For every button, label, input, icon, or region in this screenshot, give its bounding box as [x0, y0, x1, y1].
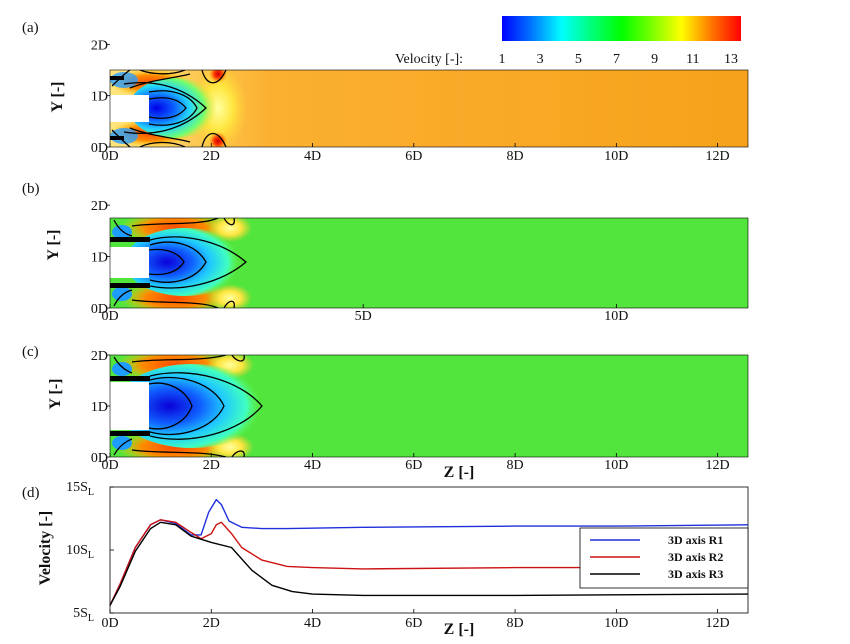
plot-frame-a [109, 69, 749, 148]
x-tick-label: 6D [405, 458, 422, 473]
x-tick-label: 10D [604, 458, 628, 473]
x-tick-label: 12D [706, 458, 730, 473]
x-axis-label-d: Z [-] [444, 621, 475, 638]
y-axis-label-a: Y [-] [49, 82, 66, 113]
y-tick-label: 2D [91, 349, 108, 364]
x-tick-label: 10D [604, 149, 628, 164]
plot-frame-b [109, 217, 749, 309]
colorbar [502, 16, 741, 41]
x-tick-label: 2D [203, 458, 220, 473]
x-tick-label: 10D [604, 616, 628, 631]
x-tick-label: 10D [604, 309, 628, 324]
y-axis-label-b: Y [-] [45, 230, 62, 261]
legend-label-r2: 3D axis R2 [668, 550, 723, 564]
x-tick-label: 0D [101, 149, 118, 164]
x-tick-label: 12D [706, 149, 730, 164]
legend-label-r3: 3D axis R3 [668, 567, 723, 581]
series-line-r3 [109, 521, 749, 606]
y-tick-main: 5S [73, 606, 88, 621]
y-tick-label: 2D [91, 38, 108, 53]
legend-label-r1: 3D axis R1 [668, 533, 723, 547]
x-tick-label: 0D [101, 309, 118, 324]
y-tick-label: 0D [91, 141, 108, 156]
panel-label-a: (a) [22, 20, 39, 36]
colorbar-title: Velocity [-]: [395, 52, 463, 67]
y-tick-label: 10SL [66, 543, 94, 561]
y-tick-label: 15SL [66, 480, 94, 498]
colorbar-tick: 3 [537, 52, 544, 67]
y-tick-subscript: L [88, 550, 94, 561]
y-tick-label: 0D [91, 451, 108, 466]
heatmap-a [110, 70, 748, 147]
y-axis-label-c: Y [-] [47, 379, 64, 410]
panel-label-c: (c) [22, 344, 39, 360]
x-tick-label: 0D [101, 458, 118, 473]
x-tick-label: 2D [203, 616, 220, 631]
x-tick-label: 6D [405, 149, 422, 164]
y-tick-label: 5SL [73, 606, 94, 624]
y-tick-label: 1D [91, 251, 108, 266]
x-tick-label: 6D [405, 616, 422, 631]
x-tick-label: 4D [304, 149, 321, 164]
y-tick-subscript: L [88, 613, 94, 624]
panel-label-b: (b) [22, 181, 40, 197]
y-tick-main: 10S [66, 543, 88, 558]
series-line-r2 [109, 519, 748, 606]
y-tick-label: 2D [91, 199, 108, 214]
heatmap-b [110, 218, 748, 308]
x-axis-label-c: Z [-] [444, 464, 475, 481]
x-tick-label: 8D [507, 616, 524, 631]
panel-label-d: (d) [22, 485, 40, 501]
x-tick-label: 8D [507, 149, 524, 164]
colorbar-tick: 9 [651, 52, 658, 67]
colorbar-tick: 13 [724, 52, 738, 67]
colorbar-tick: 1 [499, 52, 506, 67]
y-tick-subscript: L [88, 487, 94, 498]
heatmap-c [110, 355, 748, 457]
x-tick-label: 4D [304, 458, 321, 473]
colorbar-tick: 5 [575, 52, 582, 67]
colorbar-tick: 7 [613, 52, 620, 67]
x-tick-label: 2D [203, 149, 220, 164]
legend [579, 527, 749, 589]
x-tick-label: 5D [355, 309, 372, 324]
y-tick-main: 15S [66, 480, 88, 495]
x-tick-label: 8D [507, 458, 524, 473]
x-tick-label: 12D [706, 616, 730, 631]
y-tick-label: 1D [91, 90, 108, 105]
y-tick-label: 0D [91, 302, 108, 317]
y-axis-label-d: Velocity [-] [37, 511, 54, 586]
colorbar-tick: 11 [686, 52, 699, 67]
x-tick-label: 0D [101, 616, 118, 631]
y-tick-label: 1D [91, 400, 108, 415]
x-tick-label: 4D [304, 616, 321, 631]
